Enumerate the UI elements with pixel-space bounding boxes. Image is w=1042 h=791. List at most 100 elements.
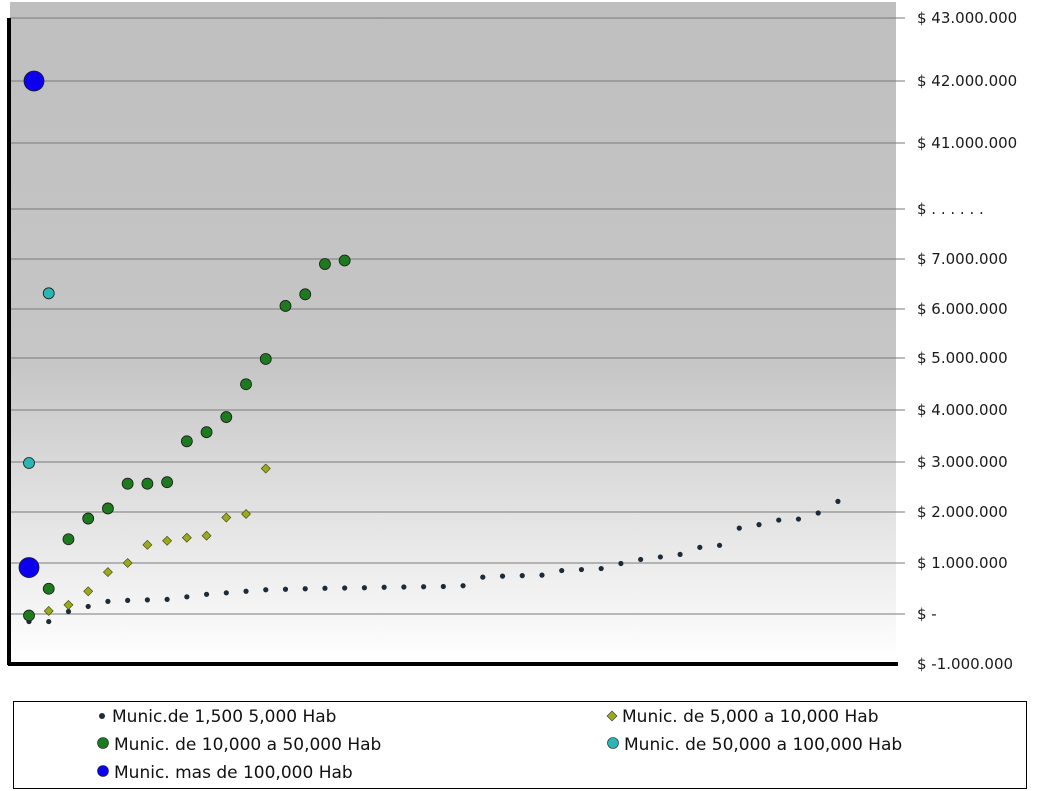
data-point bbox=[815, 510, 821, 516]
data-point bbox=[716, 542, 723, 548]
data-point bbox=[499, 573, 506, 579]
data-point bbox=[795, 516, 802, 522]
data-point bbox=[141, 477, 154, 490]
data-point bbox=[539, 572, 545, 578]
series-2 bbox=[23, 254, 351, 622]
y-tick-label: $ - bbox=[917, 605, 937, 623]
data-point bbox=[559, 567, 565, 574]
data-point bbox=[121, 477, 134, 490]
data-point bbox=[181, 532, 192, 543]
data-point bbox=[82, 512, 95, 525]
legend-marker-diamond-icon bbox=[606, 707, 618, 727]
data-point bbox=[102, 502, 114, 515]
data-point bbox=[164, 596, 170, 602]
data-point bbox=[241, 509, 251, 519]
data-point bbox=[162, 535, 173, 546]
legend-marker-circle-icon bbox=[96, 735, 110, 755]
y-tick-label: $ 4.000.000 bbox=[917, 401, 1008, 419]
legend-label: Munic. de 5,000 a 10,000 Hab bbox=[622, 707, 879, 727]
data-point bbox=[259, 353, 272, 365]
y-tick-label: $ -1.000.000 bbox=[917, 655, 1013, 673]
data-marks bbox=[18, 70, 841, 625]
data-point bbox=[23, 457, 35, 469]
data-point bbox=[161, 476, 174, 489]
y-tick-labels: $ 43.000.000 $ 42.000.000 $ 41.000.000 $ . … bbox=[917, 9, 1017, 673]
legend-label: Munic.de 1,500 5,000 Hab bbox=[112, 707, 337, 727]
data-point bbox=[200, 426, 213, 439]
series-3 bbox=[23, 287, 55, 469]
data-point bbox=[62, 533, 75, 546]
data-point bbox=[421, 584, 427, 590]
legend: Munic.de 1,500 5,000 Hab Munic. de 5,000… bbox=[13, 701, 1027, 789]
scatter-chart: $ 43.000.000 $ 42.000.000 $ 41.000.000 $ . … bbox=[7, 2, 1017, 673]
legend-item-1500-5000: Munic.de 1,500 5,000 Hab bbox=[96, 707, 336, 727]
data-point bbox=[203, 591, 210, 597]
data-point bbox=[338, 254, 351, 267]
y-tick-label: $ 3.000.000 bbox=[917, 453, 1008, 471]
data-point bbox=[18, 557, 40, 578]
data-point bbox=[23, 70, 45, 92]
series-0 bbox=[26, 498, 841, 625]
data-point bbox=[42, 287, 55, 300]
data-point bbox=[125, 597, 131, 603]
y-tick-label: $ 2.000.000 bbox=[917, 503, 1008, 521]
legend-item-5000-10000: Munic. de 5,000 a 10,000 Hab bbox=[606, 707, 879, 727]
y-tick-label: $ 1.000.000 bbox=[917, 554, 1008, 572]
data-point bbox=[319, 258, 331, 270]
data-point bbox=[361, 585, 368, 591]
data-point bbox=[299, 288, 312, 301]
data-point bbox=[835, 498, 841, 504]
data-point bbox=[65, 608, 72, 615]
y-tick-label: $ 5.000.000 bbox=[917, 349, 1008, 367]
legend-marker-circle-icon bbox=[96, 763, 110, 783]
data-point bbox=[220, 411, 233, 423]
legend-item-over-100000: Munic. mas de 100,000 Hab bbox=[96, 763, 353, 783]
data-point bbox=[85, 603, 91, 610]
data-point bbox=[381, 584, 387, 590]
data-point bbox=[736, 525, 742, 531]
data-point bbox=[322, 585, 328, 591]
data-point bbox=[519, 573, 525, 579]
data-point bbox=[240, 378, 252, 391]
data-point bbox=[180, 435, 193, 448]
data-point bbox=[578, 566, 585, 573]
y-tick-label: $ 6.000.000 bbox=[917, 300, 1008, 318]
legend-label: Munic. mas de 100,000 Hab bbox=[114, 763, 353, 783]
data-point bbox=[302, 586, 308, 592]
data-point bbox=[263, 587, 269, 593]
legend-label: Munic. de 50,000 a 100,000 Hab bbox=[624, 735, 903, 755]
y-tick-label: $ 43.000.000 bbox=[917, 9, 1017, 27]
data-point bbox=[142, 539, 153, 550]
data-point bbox=[43, 606, 54, 616]
legend-label: Munic. de 10,000 a 50,000 Hab bbox=[114, 735, 382, 755]
data-point bbox=[697, 544, 703, 550]
legend-item-10000-50000: Munic. de 10,000 a 50,000 Hab bbox=[96, 735, 381, 755]
data-point bbox=[83, 586, 94, 597]
data-point bbox=[440, 583, 446, 590]
data-point bbox=[480, 574, 486, 580]
data-point bbox=[460, 583, 466, 589]
data-point bbox=[598, 565, 604, 572]
data-point bbox=[282, 586, 289, 592]
plot-area bbox=[10, 2, 896, 663]
data-point bbox=[122, 558, 133, 568]
gridlines bbox=[10, 17, 905, 615]
series-4 bbox=[18, 70, 45, 578]
data-point bbox=[102, 567, 113, 578]
data-point bbox=[184, 594, 190, 600]
data-point bbox=[342, 585, 348, 591]
data-point bbox=[260, 463, 271, 474]
data-point bbox=[144, 597, 150, 603]
data-point bbox=[776, 517, 782, 523]
y-tick-label: $ 41.000.000 bbox=[917, 134, 1017, 152]
data-point bbox=[677, 551, 683, 558]
data-point bbox=[223, 590, 229, 596]
legend-marker-dot-icon bbox=[96, 707, 108, 727]
data-point bbox=[638, 556, 644, 563]
y-tick-label: $ . . . . . . bbox=[917, 200, 984, 218]
data-point bbox=[46, 618, 52, 625]
data-point bbox=[756, 522, 762, 528]
data-point bbox=[63, 599, 74, 610]
data-point bbox=[243, 588, 249, 594]
data-point bbox=[401, 584, 407, 590]
